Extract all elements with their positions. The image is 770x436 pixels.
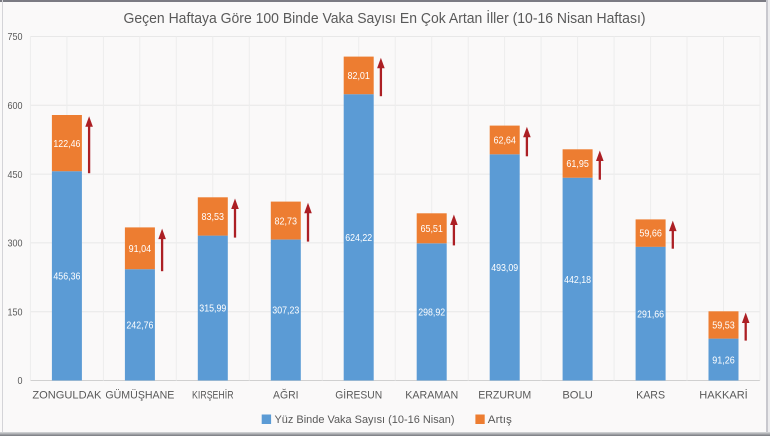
svg-text:BOLU: BOLU <box>562 389 593 401</box>
svg-text:82,01: 82,01 <box>347 70 370 82</box>
svg-text:242,76: 242,76 <box>126 320 153 332</box>
svg-text:KIRŞEHİR: KIRŞEHİR <box>192 388 234 401</box>
svg-text:61,95: 61,95 <box>566 158 589 170</box>
svg-text:AĞRI: AĞRI <box>273 388 299 401</box>
svg-text:GÜMÜŞHANE: GÜMÜŞHANE <box>105 389 174 401</box>
svg-text:KARAMAN: KARAMAN <box>405 389 458 401</box>
svg-text:Yüz Binde Vaka Sayısı (10-16 N: Yüz Binde Vaka Sayısı (10-16 Nisan) <box>275 414 455 426</box>
svg-text:59,53: 59,53 <box>712 320 735 332</box>
svg-text:Artış: Artış <box>488 414 513 426</box>
svg-text:91,26: 91,26 <box>712 354 735 366</box>
svg-text:Geçen Haftaya Göre 100 Binde V: Geçen Haftaya Göre 100 Binde Vaka Sayısı… <box>124 9 646 27</box>
svg-text:307,23: 307,23 <box>272 305 299 317</box>
svg-text:0: 0 <box>18 375 23 387</box>
svg-text:291,66: 291,66 <box>637 308 664 320</box>
svg-text:65,51: 65,51 <box>420 223 443 235</box>
svg-text:600: 600 <box>8 100 23 112</box>
svg-text:83,53: 83,53 <box>202 211 225 223</box>
svg-text:82,73: 82,73 <box>275 215 298 227</box>
svg-text:298,92: 298,92 <box>418 307 445 319</box>
svg-text:91,04: 91,04 <box>129 243 152 255</box>
svg-text:62,64: 62,64 <box>493 135 516 147</box>
svg-text:315,99: 315,99 <box>199 303 226 315</box>
svg-text:750: 750 <box>8 31 23 43</box>
svg-text:ERZURUM: ERZURUM <box>478 389 531 401</box>
svg-text:493,09: 493,09 <box>491 262 518 274</box>
svg-text:450: 450 <box>8 169 23 181</box>
svg-text:456,36: 456,36 <box>53 271 80 283</box>
svg-text:ZONGULDAK: ZONGULDAK <box>32 389 102 401</box>
svg-text:300: 300 <box>8 238 23 250</box>
svg-text:KARS: KARS <box>636 389 665 401</box>
svg-text:442,18: 442,18 <box>564 274 591 286</box>
svg-text:59,66: 59,66 <box>639 228 662 240</box>
svg-text:HAKKARİ: HAKKARİ <box>699 388 748 401</box>
svg-text:150: 150 <box>8 306 23 318</box>
svg-text:624,22: 624,22 <box>345 232 372 244</box>
svg-text:GİRESUN: GİRESUN <box>335 388 382 401</box>
svg-text:122,46: 122,46 <box>53 138 80 150</box>
